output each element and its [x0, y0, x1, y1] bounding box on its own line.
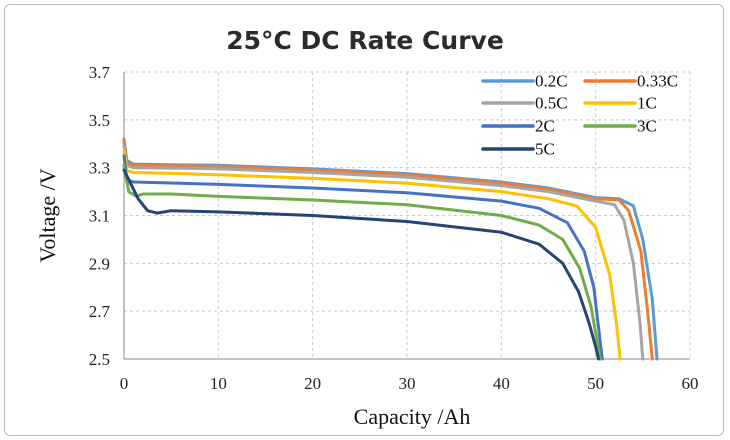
- x-tick-label: 40: [493, 374, 510, 393]
- x-tick-label: 20: [304, 374, 321, 393]
- x-axis-label: Capacity /Ah: [354, 404, 471, 429]
- series-line-5C: [124, 170, 599, 359]
- y-tick-label: 2.5: [89, 350, 110, 369]
- legend-label-0.33C: 0.33C: [637, 72, 678, 91]
- x-tick-label: 50: [587, 374, 604, 393]
- x-tick-label: 60: [682, 374, 699, 393]
- legend-label-5C: 5C: [535, 140, 555, 159]
- x-tick-label: 0: [120, 374, 129, 393]
- y-tick-label: 3.3: [89, 159, 110, 178]
- series-line-0.5C: [124, 146, 643, 359]
- legend-label-2C: 2C: [535, 117, 555, 136]
- legend-label-3C: 3C: [637, 117, 657, 136]
- legend-label-0.2C: 0.2C: [535, 72, 568, 91]
- y-tick-label: 2.7: [89, 302, 111, 321]
- y-axis-label: Voltage /V: [35, 168, 60, 262]
- x-tick-label: 10: [210, 374, 227, 393]
- x-tick-label: 30: [399, 374, 416, 393]
- y-tick-label: 2.9: [89, 254, 110, 273]
- series-line-1C: [124, 151, 620, 359]
- legend-label-1C: 1C: [637, 94, 657, 113]
- series-line-0.2C: [124, 139, 657, 359]
- y-tick-label: 3.5: [89, 111, 110, 130]
- y-tick-label: 3.7: [89, 63, 111, 82]
- y-tick-label: 3.1: [89, 207, 110, 226]
- legend-label-0.5C: 0.5C: [535, 94, 568, 113]
